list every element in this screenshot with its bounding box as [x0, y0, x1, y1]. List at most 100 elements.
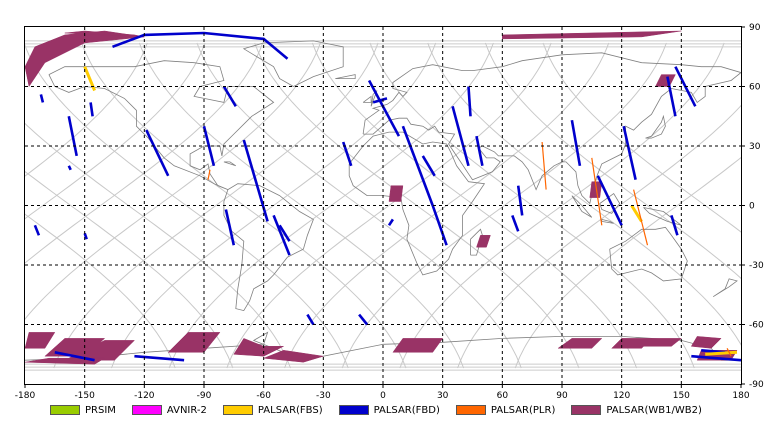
coverage-swath-wb — [64, 340, 136, 361]
coverage-swath-fbd — [222, 85, 237, 107]
coverage-swath-wb — [25, 332, 56, 349]
orbit-path — [226, 42, 552, 369]
coverage-swath-fbd — [401, 125, 434, 206]
coverage-swath-wb — [690, 336, 722, 349]
coverage-swath-fbd — [367, 79, 401, 137]
legend-item-palsar-plr: PALSAR(PLR) — [455, 405, 555, 416]
coverage-swath-wb — [64, 30, 145, 38]
x-tick-label: 0 — [380, 391, 386, 401]
coverage-swath-fbd — [467, 86, 472, 117]
legend-swatch — [50, 405, 80, 415]
x-tick-label: -30 — [316, 391, 331, 401]
coastline — [601, 219, 614, 224]
orbit-path — [25, 44, 349, 369]
coastline — [362, 52, 741, 205]
coverage-plr — [207, 141, 732, 357]
coverage-swath-fbs — [705, 350, 738, 356]
coverage-swath-fbs — [630, 204, 643, 223]
legend-label: PALSAR(WB1/WB2) — [606, 404, 702, 416]
legend-item-avnir2: AVNIR-2 — [131, 404, 207, 416]
coverage-swath-fbd — [475, 135, 484, 167]
legend-label: AVNIR-2 — [166, 404, 207, 416]
coverage-swath-wb — [263, 350, 324, 363]
y-tick-label: -30 — [749, 261, 764, 271]
orbit-path — [25, 213, 176, 369]
coverage-swath-wb — [502, 30, 682, 40]
coverage-swath-wb — [640, 338, 683, 347]
legend-swatch — [222, 405, 253, 415]
coastline — [223, 161, 237, 167]
y-tick-label: 60 — [749, 83, 761, 93]
coastline — [335, 74, 356, 79]
coverage-swath-fbd — [306, 313, 315, 326]
coverage-swath-fbd — [431, 205, 448, 246]
orbit-path — [311, 42, 638, 369]
orbit-path — [514, 157, 741, 369]
coverage-swath-fbd — [570, 119, 582, 167]
orbit-path — [25, 170, 234, 369]
coverage-swath-fbd — [67, 116, 78, 157]
legend-item-palsar-wb: PALSAR(WB1/WB2) — [571, 405, 702, 416]
coverage-swath-fbd — [83, 232, 88, 240]
x-tick-label: 150 — [673, 391, 690, 401]
coverage-swath-wb — [589, 181, 603, 198]
coverage-map — [24, 26, 742, 385]
coverage-swath-wb — [167, 332, 221, 353]
y-axis-ticks: 90 60 30 0 -30 -60 -90 — [741, 23, 764, 390]
coverage-swath-fbd — [372, 97, 388, 104]
legend-swatch — [131, 405, 162, 415]
y-tick-label: -60 — [749, 321, 764, 331]
coastlines — [25, 40, 741, 361]
coastline — [48, 60, 275, 190]
legend-swatch — [338, 405, 369, 415]
x-tick-label: -150 — [74, 391, 95, 401]
orbit-path — [369, 42, 695, 369]
orbit-path — [341, 42, 667, 369]
x-tick-label: -60 — [256, 391, 271, 401]
coverage-swath-fbd — [272, 214, 291, 256]
coastline — [470, 228, 483, 256]
y-tick-label: 90 — [749, 23, 761, 33]
coverage-swath-fbd — [666, 76, 677, 117]
legend-item-palsar-fbd: PALSAR(FBD) — [338, 404, 440, 416]
x-axis-ticks: -180 -150 -120 -90 -60 -30 0 30 60 90 120 150 180 — [15, 384, 750, 401]
y-tick-label: 0 — [749, 202, 755, 212]
coverage-swath-fbd — [387, 218, 394, 227]
legend-swatch — [571, 405, 602, 415]
coverage-swath-fbd — [278, 224, 291, 242]
legend-swatch — [455, 405, 486, 415]
coverage-swath-wb — [233, 338, 284, 357]
coverage-swath-fbd — [134, 354, 185, 362]
coastline — [223, 183, 314, 312]
coverage-swath-wb — [655, 74, 676, 87]
x-tick-label: -120 — [134, 391, 155, 401]
coverage-swath-wb — [557, 338, 603, 349]
coverage-swath-fbd — [421, 155, 436, 177]
x-tick-label: 90 — [556, 391, 568, 401]
y-tick-label: 30 — [749, 142, 761, 152]
coastline — [712, 278, 738, 298]
coverage-swath-fbd — [691, 354, 741, 362]
coverage-swath-fbd — [33, 224, 41, 236]
coverage-swath-fbd — [145, 129, 170, 177]
x-tick-label: 180 — [732, 391, 749, 401]
legend-label: PALSAR(FBS) — [257, 404, 323, 416]
world-map-svg — [25, 27, 741, 384]
coverage-swath-fbd — [202, 125, 216, 167]
coverage-swath-plr — [591, 157, 603, 226]
graticule — [25, 27, 741, 384]
legend-item-palsar-fbs: PALSAR(FBS) — [222, 404, 323, 416]
coverage-swath-fbd — [622, 125, 637, 180]
x-tick-label: -90 — [197, 391, 212, 401]
coverage-wb — [25, 30, 738, 365]
coverage-swath-fbd — [511, 214, 520, 232]
coverage-swath-fbd — [670, 215, 679, 236]
coverage-swath-plr — [207, 169, 211, 180]
coastline — [609, 226, 688, 282]
coastline — [571, 195, 593, 218]
coastline — [362, 95, 372, 103]
legend-label: PALSAR(FBD) — [373, 404, 440, 416]
x-tick-label: -180 — [15, 391, 36, 401]
x-tick-label: 60 — [497, 391, 509, 401]
legend-label: PRSIM — [85, 404, 116, 416]
